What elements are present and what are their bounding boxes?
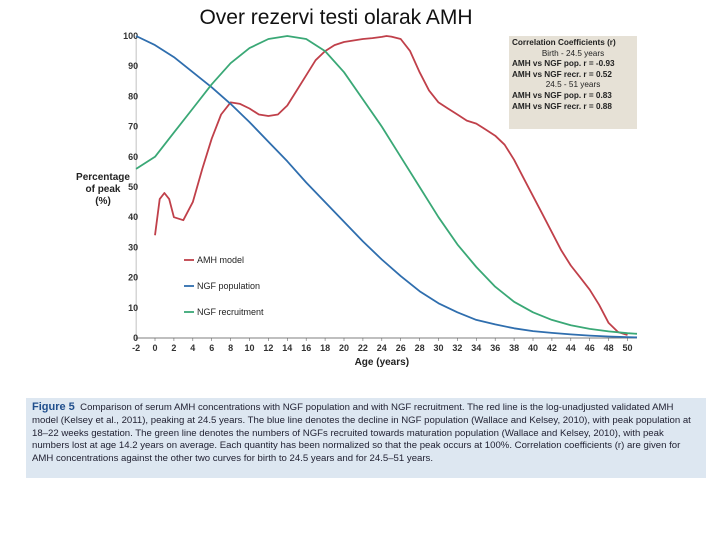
legend-label: AMH model (197, 255, 244, 265)
x-tick-label: 0 (152, 343, 157, 353)
x-tick-label: 4 (190, 343, 195, 353)
x-tick-label: 32 (452, 343, 462, 353)
legend-label: NGF population (197, 281, 260, 291)
chart-legend: AMH model NGF population NGF recruitment (184, 255, 264, 317)
y-axis-label-line: (%) (95, 196, 111, 207)
x-tick-label: 48 (604, 343, 614, 353)
legend-label: NGF recruitment (197, 307, 264, 317)
correlation-row: AMH vs NGF recr. r = 0.88 (512, 101, 612, 111)
y-tick-label: 60 (128, 152, 138, 162)
x-tick-label: 38 (509, 343, 519, 353)
series-line-ngf-population (135, 35, 638, 339)
figure-label: Figure 5 (32, 401, 75, 413)
y-tick-label: 10 (128, 303, 138, 313)
x-tick-label: 36 (490, 343, 500, 353)
x-tick-label: 14 (282, 343, 292, 353)
y-tick-label: 100 (123, 31, 138, 41)
y-tick-label: 0 (133, 333, 138, 343)
x-tick-label: 28 (415, 343, 425, 353)
x-tick-label: 46 (585, 343, 595, 353)
x-tick-label: 16 (301, 343, 311, 353)
x-tick-label: 30 (433, 343, 443, 353)
y-axis-label-line: of peak (85, 184, 120, 195)
x-tick-label: 50 (622, 343, 632, 353)
x-axis-label: Age (years) (355, 357, 409, 368)
y-tick-label: 30 (128, 242, 138, 252)
correlation-row: AMH vs NGF recr. r = 0.52 (512, 69, 612, 79)
x-tick-label: 26 (396, 343, 406, 353)
y-axis-label-line: Percentage (76, 172, 130, 183)
x-tick-label: -2 (132, 343, 140, 353)
x-tick-label: 6 (209, 343, 214, 353)
correlation-title: Correlation Coefficients (r) (512, 38, 616, 47)
x-tick-label: 12 (263, 343, 273, 353)
page-title: Over rezervi testi olarak AMH (199, 6, 473, 29)
x-tick-label: 20 (339, 343, 349, 353)
correlation-row: AMH vs NGF pop. r = 0.83 (512, 90, 612, 100)
correlation-period-1: Birth - 24.5 years (541, 48, 605, 58)
series-line-amh-model (154, 35, 628, 336)
correlation-row: AMH vs NGF pop. r = -0.93 (512, 59, 615, 69)
x-tick-label: 34 (471, 343, 481, 353)
x-tick-label: 8 (228, 343, 233, 353)
x-tick-label: 18 (320, 343, 330, 353)
y-tick-label: 70 (128, 122, 138, 132)
x-tick-label: 10 (244, 343, 254, 353)
y-tick-label: 50 (128, 182, 138, 192)
correlation-period-2: 24.5 - 51 years (545, 80, 601, 90)
chart-series (135, 35, 638, 339)
series-line-ngf-recruitment (135, 35, 638, 335)
x-tick-label: 44 (566, 343, 576, 353)
x-tick-label: 42 (547, 343, 557, 353)
x-tick-label: 40 (528, 343, 538, 353)
y-tick-label: 80 (128, 91, 138, 101)
y-tick-label: 90 (128, 61, 138, 71)
figure-caption: Figure 5 Comparison of serum AMH concent… (26, 398, 706, 478)
x-tick-label: 2 (171, 343, 176, 353)
x-tick-label: 24 (377, 343, 387, 353)
correlation-box: Correlation Coefficients (r) Birth - 24.… (509, 36, 637, 129)
y-tick-label: 20 (128, 273, 138, 283)
y-tick-label: 40 (128, 212, 138, 222)
x-tick-label: 22 (358, 343, 368, 353)
caption-text: Comparison of serum AMH concentrations w… (32, 402, 691, 465)
